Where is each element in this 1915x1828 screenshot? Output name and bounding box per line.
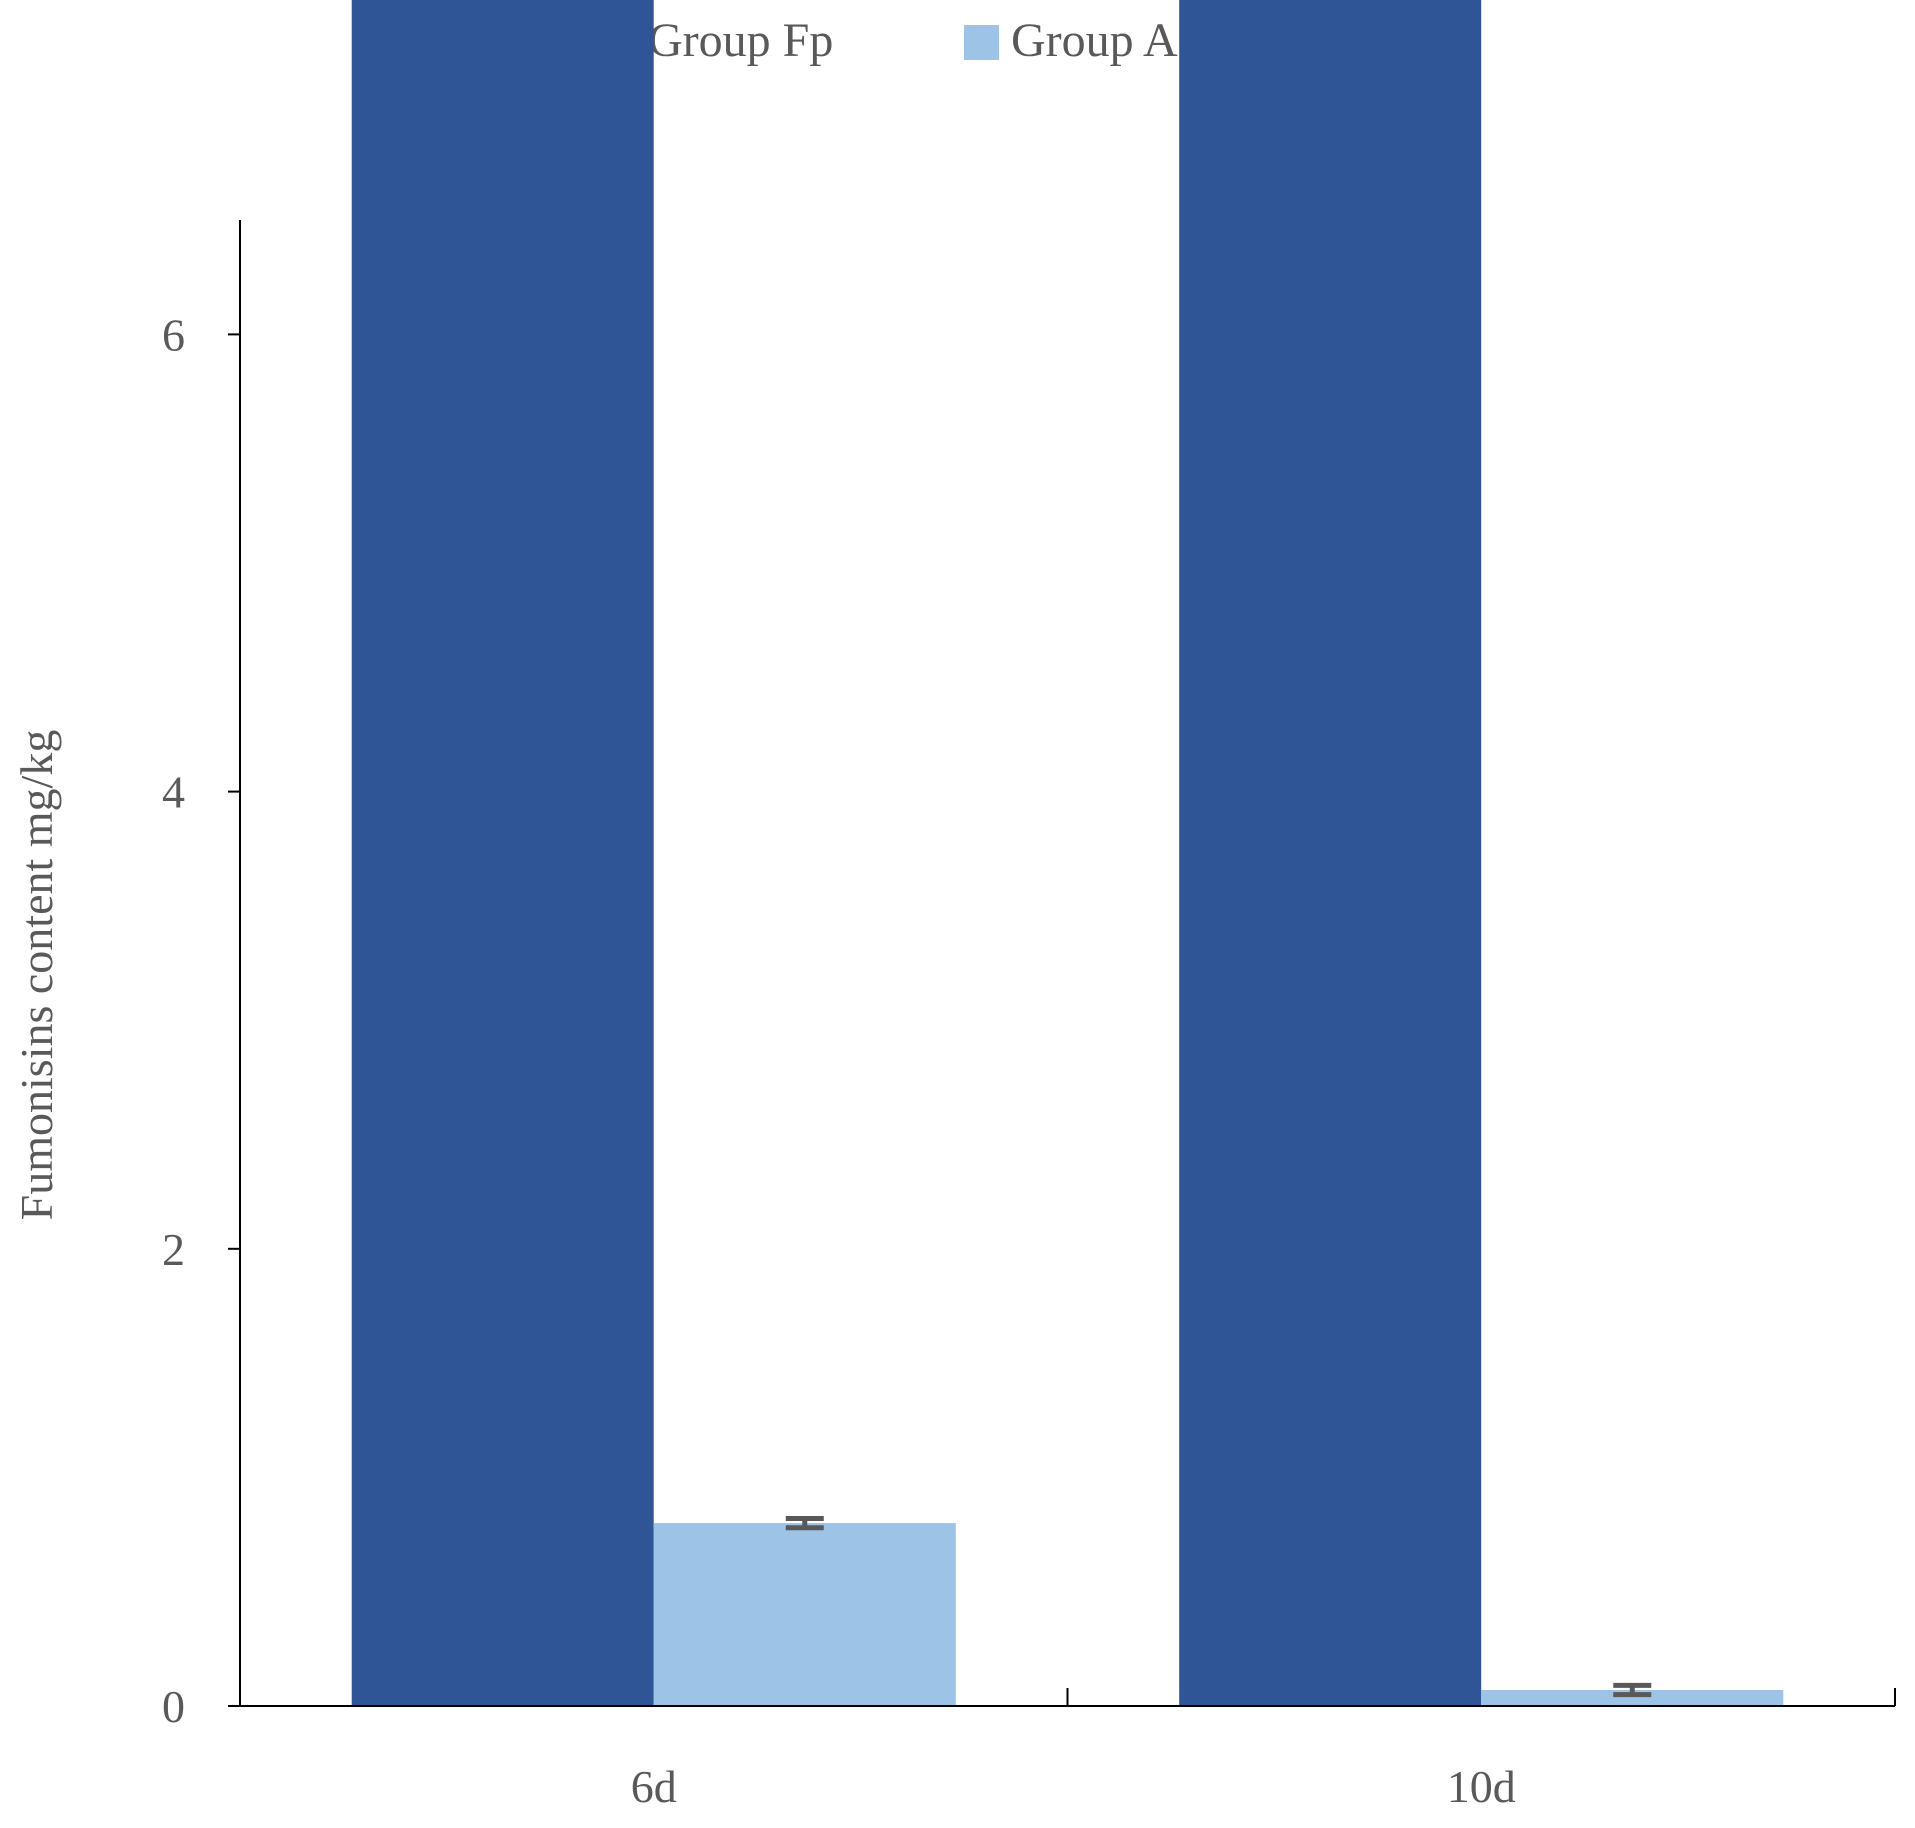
legend-item-1: Group Fp <box>601 14 833 67</box>
bar-6d-2 <box>653 1523 956 1706</box>
bars <box>351 0 1784 1707</box>
x-tick-label: 10d <box>1447 1761 1516 1812</box>
y-tick-label: 6 <box>162 309 185 360</box>
legend-label: Group Fp <box>648 14 833 67</box>
bar-10d-1 <box>1179 0 1482 1706</box>
error-bars <box>785 1516 1652 1698</box>
axes: 0246810126d10d <box>162 220 1896 1812</box>
error-bar-10d-2 <box>1613 1682 1652 1698</box>
bar-6d-1 <box>351 0 654 1707</box>
y-axis-title: Fumonisins content mg/kg <box>11 730 62 1221</box>
bar-10d-2 <box>1481 1690 1784 1706</box>
error-bar-6d-2 <box>785 1516 824 1531</box>
y-tick-label: 4 <box>162 767 185 818</box>
legend: Group Fp Group A+Fp <box>601 14 1255 67</box>
y-tick-label: 2 <box>162 1224 185 1275</box>
x-tick-label: 6d <box>631 1761 677 1812</box>
legend-swatch <box>964 25 999 60</box>
y-tick-label: 0 <box>162 1681 185 1732</box>
